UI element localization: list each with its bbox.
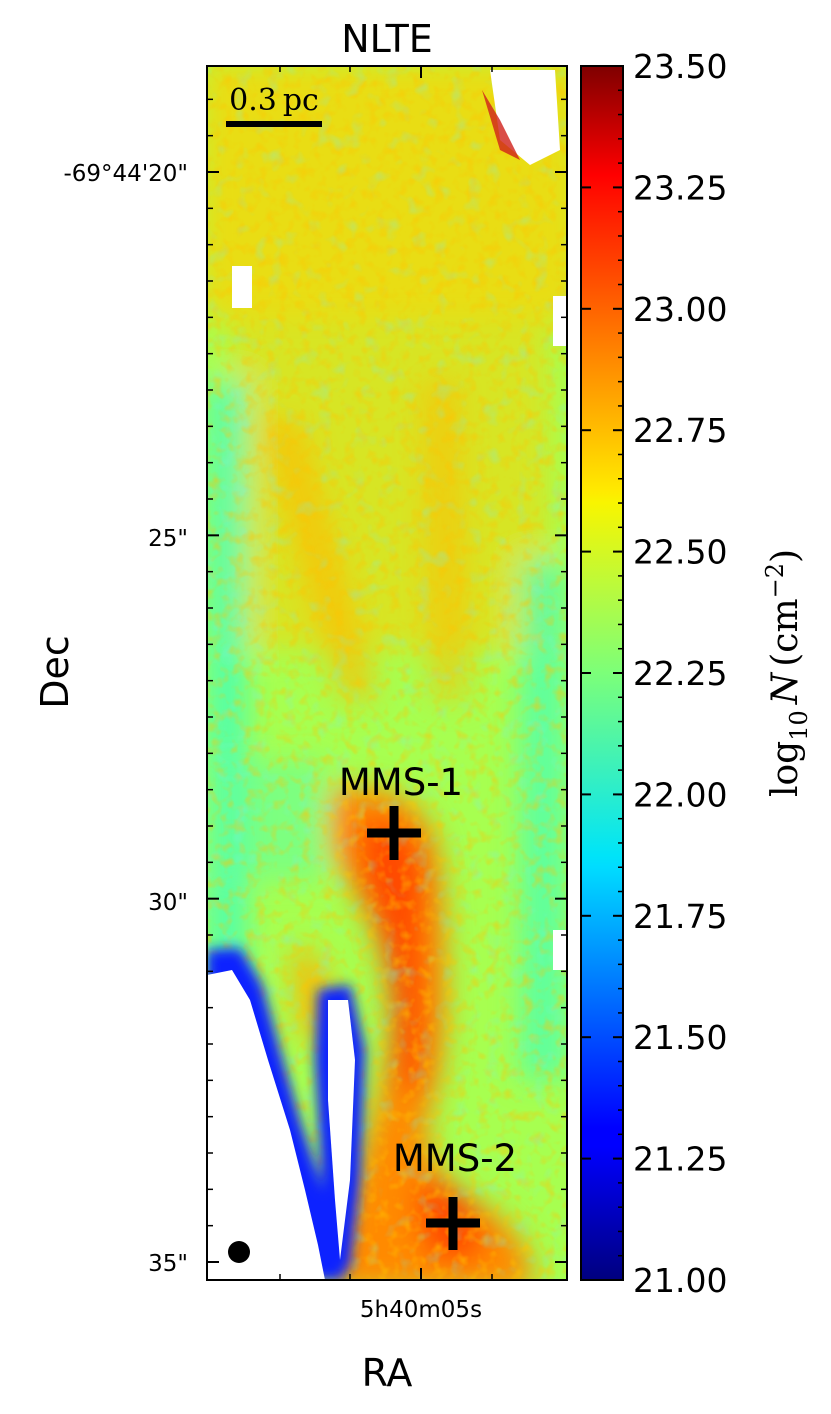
column-density-map: MMS-1 MMS-2 0.3 pc [207,66,567,1280]
colorbar-tick-label: 23.00 [633,290,727,329]
x-axis-label: RA [362,1351,413,1395]
ytick-label-35: 35" [148,1251,188,1277]
chart-title: NLTE [341,17,433,61]
masked-blank-5 [553,296,567,346]
xtick-label-0: 5h40m05s [360,1297,482,1323]
masked-blank-4 [232,266,252,308]
cb-label-unit: (cm [765,598,806,666]
source-label-mms1: MMS-1 [339,761,463,804]
masked-blank-1 [207,970,325,1280]
source-marker-mms1 [367,806,421,860]
ytick-label-25: 25" [148,526,188,552]
colorbar-tick-label: 22.75 [633,411,727,450]
colorbar-tick-labels: 21.00 21.25 21.50 21.75 22.00 22.25 22.50 22.75… [633,47,727,1300]
colorbar-tick-label: 21.25 [633,1140,727,1179]
colorbar-tick-label: 22.50 [633,533,727,572]
ytick-label-30: 30" [148,890,188,916]
beam-ellipse [228,1241,250,1263]
colorbar-tick-label: 21.50 [633,1018,727,1057]
colorbar-tick-label: 21.75 [633,897,727,936]
colorbar-tick-label: 22.00 [633,775,727,814]
cb-label-close: ) [765,549,806,563]
ytick-label-20: -69°44'20" [63,161,188,187]
map-frame [206,65,568,1281]
source-label-mms2: MMS-2 [393,1137,517,1180]
source-marker-mms2 [426,1197,480,1250]
colorbar-tick-label: 23.25 [633,168,727,207]
colorbar-tick-label: 22.25 [633,654,727,693]
masked-blank-2 [328,1000,355,1260]
scalebar-label: 0.3 pc [229,83,319,118]
y-axis-label: Dec [33,635,77,709]
scalebar-unit: pc [283,83,319,118]
masked-blank-6 [553,930,567,970]
colorbar-tick-label: 21.00 [633,1261,727,1300]
map-ticks [207,66,567,1280]
cb-label-var: N [765,671,806,705]
cb-label-exp: −2 [761,563,789,598]
colorbar-ticks [581,65,623,1281]
cb-label-prefix: log [765,741,806,797]
colorbar-tick-label: 23.50 [633,47,727,86]
cb-label-sub: 10 [785,710,813,741]
svg-text:log10N(cm−2): log10 N (cm−2) [761,549,813,797]
colorbar-label: log10 N (cm−2) [761,549,813,797]
scalebar-value: 0.3 [229,83,277,118]
